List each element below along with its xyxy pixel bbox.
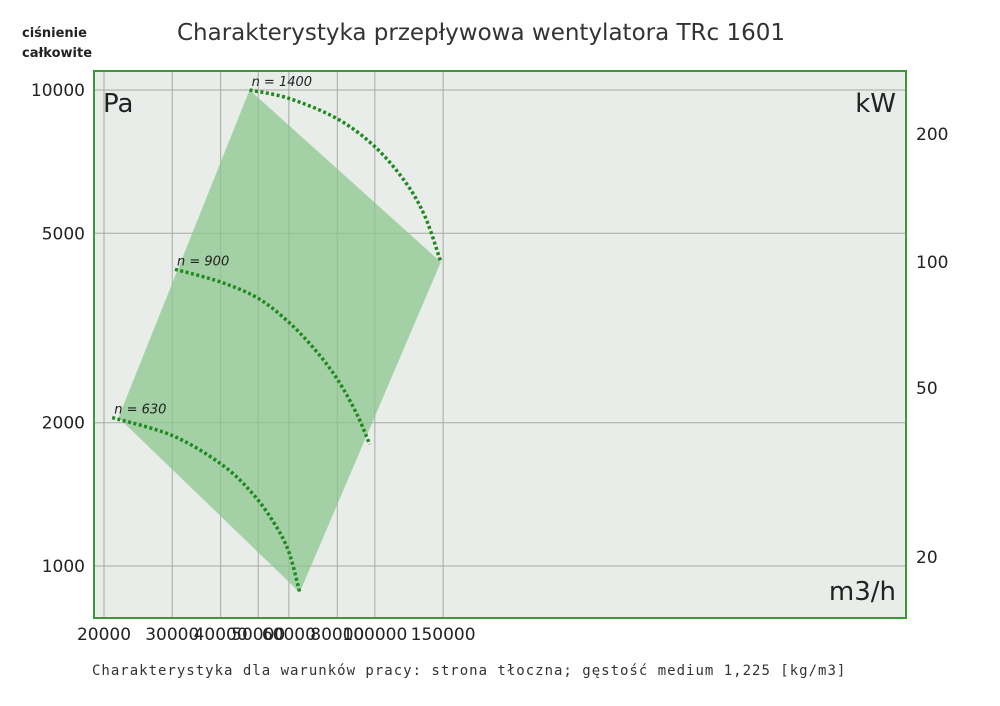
y-axis-label-line1: ciśnienie [22,26,87,41]
speed-curve-2 [174,267,372,446]
y2-tick-label: 50 [916,379,938,399]
x-tick-label: 50000 [231,625,285,645]
speed-curve-label: n = 900 [177,254,229,269]
y-tick-label: 5000 [42,224,85,244]
x-tick-label: 80000 [310,625,364,645]
speed-curve-label: n = 1400 [252,75,312,90]
speed-curves: n = 630 n = 900 n = 1400 [111,75,443,593]
y2-unit-label: kW [855,89,896,119]
chart-title: Charakterystyka przepływowa wentylatora … [177,20,785,46]
speed-curve-label: n = 630 [114,403,166,418]
y2-tick-label: 200 [916,125,948,145]
speed-curve-3 [249,88,443,263]
y-tick-label: 2000 [42,414,85,434]
y2-tick-label: 100 [916,253,948,273]
x-tick-label: 100000 [342,625,407,645]
y-unit-label: Pa [103,89,133,119]
y-axis-ticks: 1000 2000 5000 10000 [31,81,85,577]
y2-axis-ticks: 200 100 50 20 [916,125,948,568]
working-area [118,90,441,593]
y-tick-label: 1000 [42,557,85,577]
x-tick-label: 150000 [411,625,476,645]
x-tick-label: 20000 [77,625,131,645]
speed-curve-1 [111,415,302,593]
x-tick-label: 60000 [262,625,316,645]
y-axis-label-line2: całkowite [22,46,92,61]
y-tick-label: 10000 [31,81,85,101]
x-tick-label: 30000 [145,625,199,645]
plot-border [93,70,907,619]
x-tick-label: 40000 [194,625,248,645]
chart-caption: Charakterystyka dla warunków pracy: stro… [92,663,846,679]
y2-tick-label: 20 [916,548,938,568]
x-unit-label: m3/h [829,577,896,607]
